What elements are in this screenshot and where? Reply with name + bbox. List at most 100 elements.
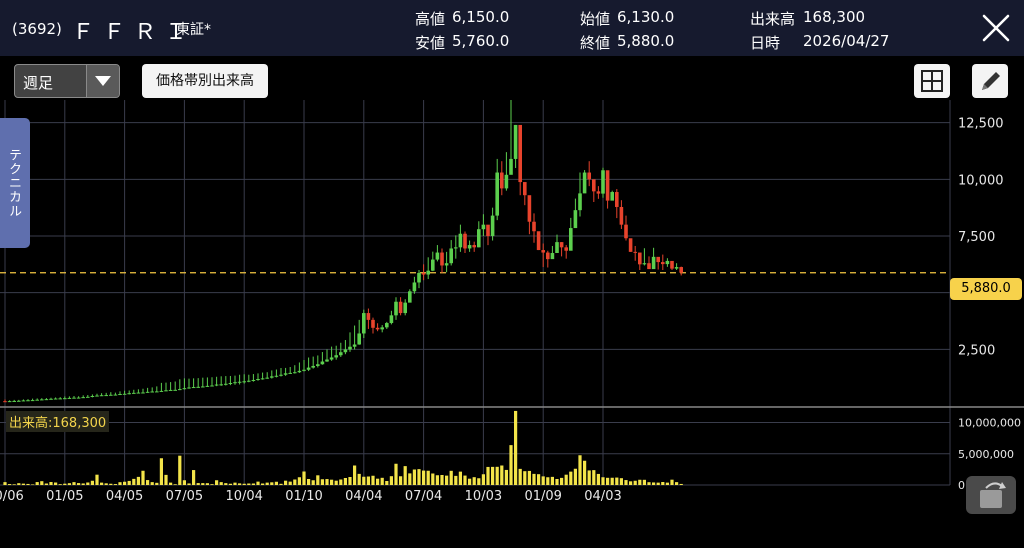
volume-bar	[647, 482, 651, 485]
candle-body	[256, 379, 260, 381]
volume-bar	[63, 483, 67, 485]
volume-bar	[573, 468, 577, 485]
volume-bar	[113, 484, 117, 485]
volume-bar	[104, 483, 108, 485]
volume-bar	[159, 458, 163, 485]
volume-bar	[504, 469, 508, 485]
candle-body	[628, 238, 633, 252]
volume-bar	[233, 482, 237, 485]
candle-body	[242, 381, 246, 383]
candle-body	[624, 224, 628, 239]
volume-bar	[261, 483, 265, 485]
volume-bar	[431, 473, 435, 485]
rotate-icon	[980, 482, 1006, 508]
candle-body	[633, 251, 637, 253]
candle-body	[454, 247, 458, 249]
volume-bar	[472, 477, 476, 485]
candle-body	[615, 192, 619, 207]
technical-tab[interactable]: テクニカル	[0, 118, 30, 248]
volume-bar	[518, 468, 522, 485]
close-button[interactable]	[976, 8, 1016, 48]
volume-bar	[81, 483, 85, 485]
volume-bar	[169, 482, 173, 485]
candlestick-chart[interactable]: 12,50010,0007,5005,0002,50010,000,0005,0…	[0, 100, 1024, 548]
price-tick-label: 2,500	[958, 343, 995, 358]
candle-body	[7, 401, 12, 403]
volume-bar	[201, 483, 205, 485]
volume-tick-label: 10,000,000	[958, 417, 1021, 430]
grid-layout-icon	[921, 70, 943, 92]
volume-bars-group	[3, 410, 683, 485]
quote-volume-value: 168,300	[803, 8, 866, 26]
volume-bar	[146, 480, 150, 485]
volume-bar	[219, 482, 223, 485]
candle-body	[12, 400, 16, 402]
candle-body	[274, 375, 279, 377]
volume-tick-label: 0	[958, 479, 965, 492]
volume-bar	[665, 482, 669, 485]
candle-body	[587, 172, 591, 180]
volume-bar	[601, 477, 605, 485]
volume-bar	[109, 483, 113, 485]
candle-body	[63, 398, 67, 400]
candle-body	[642, 263, 647, 265]
volume-bar	[8, 484, 12, 485]
volume-bar	[675, 482, 679, 485]
date-tick-label: 07/04	[405, 489, 442, 504]
volume-bar	[307, 479, 311, 485]
volume-bar	[619, 478, 623, 485]
candle-body	[113, 394, 118, 396]
candle-body	[35, 399, 39, 401]
candle-body	[214, 384, 219, 386]
candle-body	[592, 179, 596, 192]
candles-group	[3, 100, 683, 403]
volume-bar	[150, 482, 154, 485]
candle-body	[182, 388, 187, 390]
volume-bar	[100, 482, 104, 485]
date-tick-label: 10/04	[225, 489, 262, 504]
volume-bar	[40, 481, 44, 485]
volume-bar	[279, 483, 283, 485]
volume-bar	[638, 479, 642, 485]
volume-bar	[334, 480, 338, 485]
volume-bar	[54, 482, 58, 485]
rotate-screen-button[interactable]	[966, 476, 1016, 514]
volume-by-price-button[interactable]: 価格帯別出来高	[142, 64, 268, 98]
candle-body	[536, 231, 541, 251]
quote-date-value: 2026/04/27	[803, 32, 890, 50]
volume-bar	[58, 484, 62, 485]
volume-bar	[578, 455, 582, 485]
volume-bar	[215, 480, 219, 485]
candle-body	[279, 374, 283, 376]
volume-bar	[265, 482, 269, 485]
price-tick-label: 10,000	[958, 173, 1004, 188]
candle-body	[513, 124, 518, 159]
volume-bar	[376, 478, 380, 485]
volume-bar	[132, 478, 136, 485]
volume-bar	[238, 483, 242, 485]
layout-button[interactable]	[914, 64, 950, 98]
period-select[interactable]: 週足	[14, 64, 120, 98]
volume-bar	[49, 482, 53, 485]
volume-bar	[17, 483, 21, 485]
volume-bar	[624, 480, 628, 485]
candle-body	[99, 395, 104, 397]
volume-bar	[445, 475, 449, 485]
candle-body	[398, 301, 403, 314]
candle-body	[44, 399, 49, 401]
candle-body	[58, 398, 62, 400]
candle-body	[132, 392, 136, 394]
date-tick-label: 04/03	[584, 489, 621, 504]
volume-bar	[541, 476, 545, 485]
candle-body	[421, 272, 426, 275]
candle-body	[224, 383, 228, 385]
quote-low-value: 5,760.0	[452, 32, 510, 50]
draw-button[interactable]	[972, 64, 1008, 98]
candle-body	[477, 229, 481, 248]
candle-body	[458, 233, 463, 248]
candle-body	[440, 252, 444, 266]
candle-body	[490, 215, 495, 236]
pencil-icon	[982, 72, 1000, 90]
period-dropdown-toggle[interactable]	[86, 65, 119, 97]
volume-bar	[311, 480, 315, 485]
